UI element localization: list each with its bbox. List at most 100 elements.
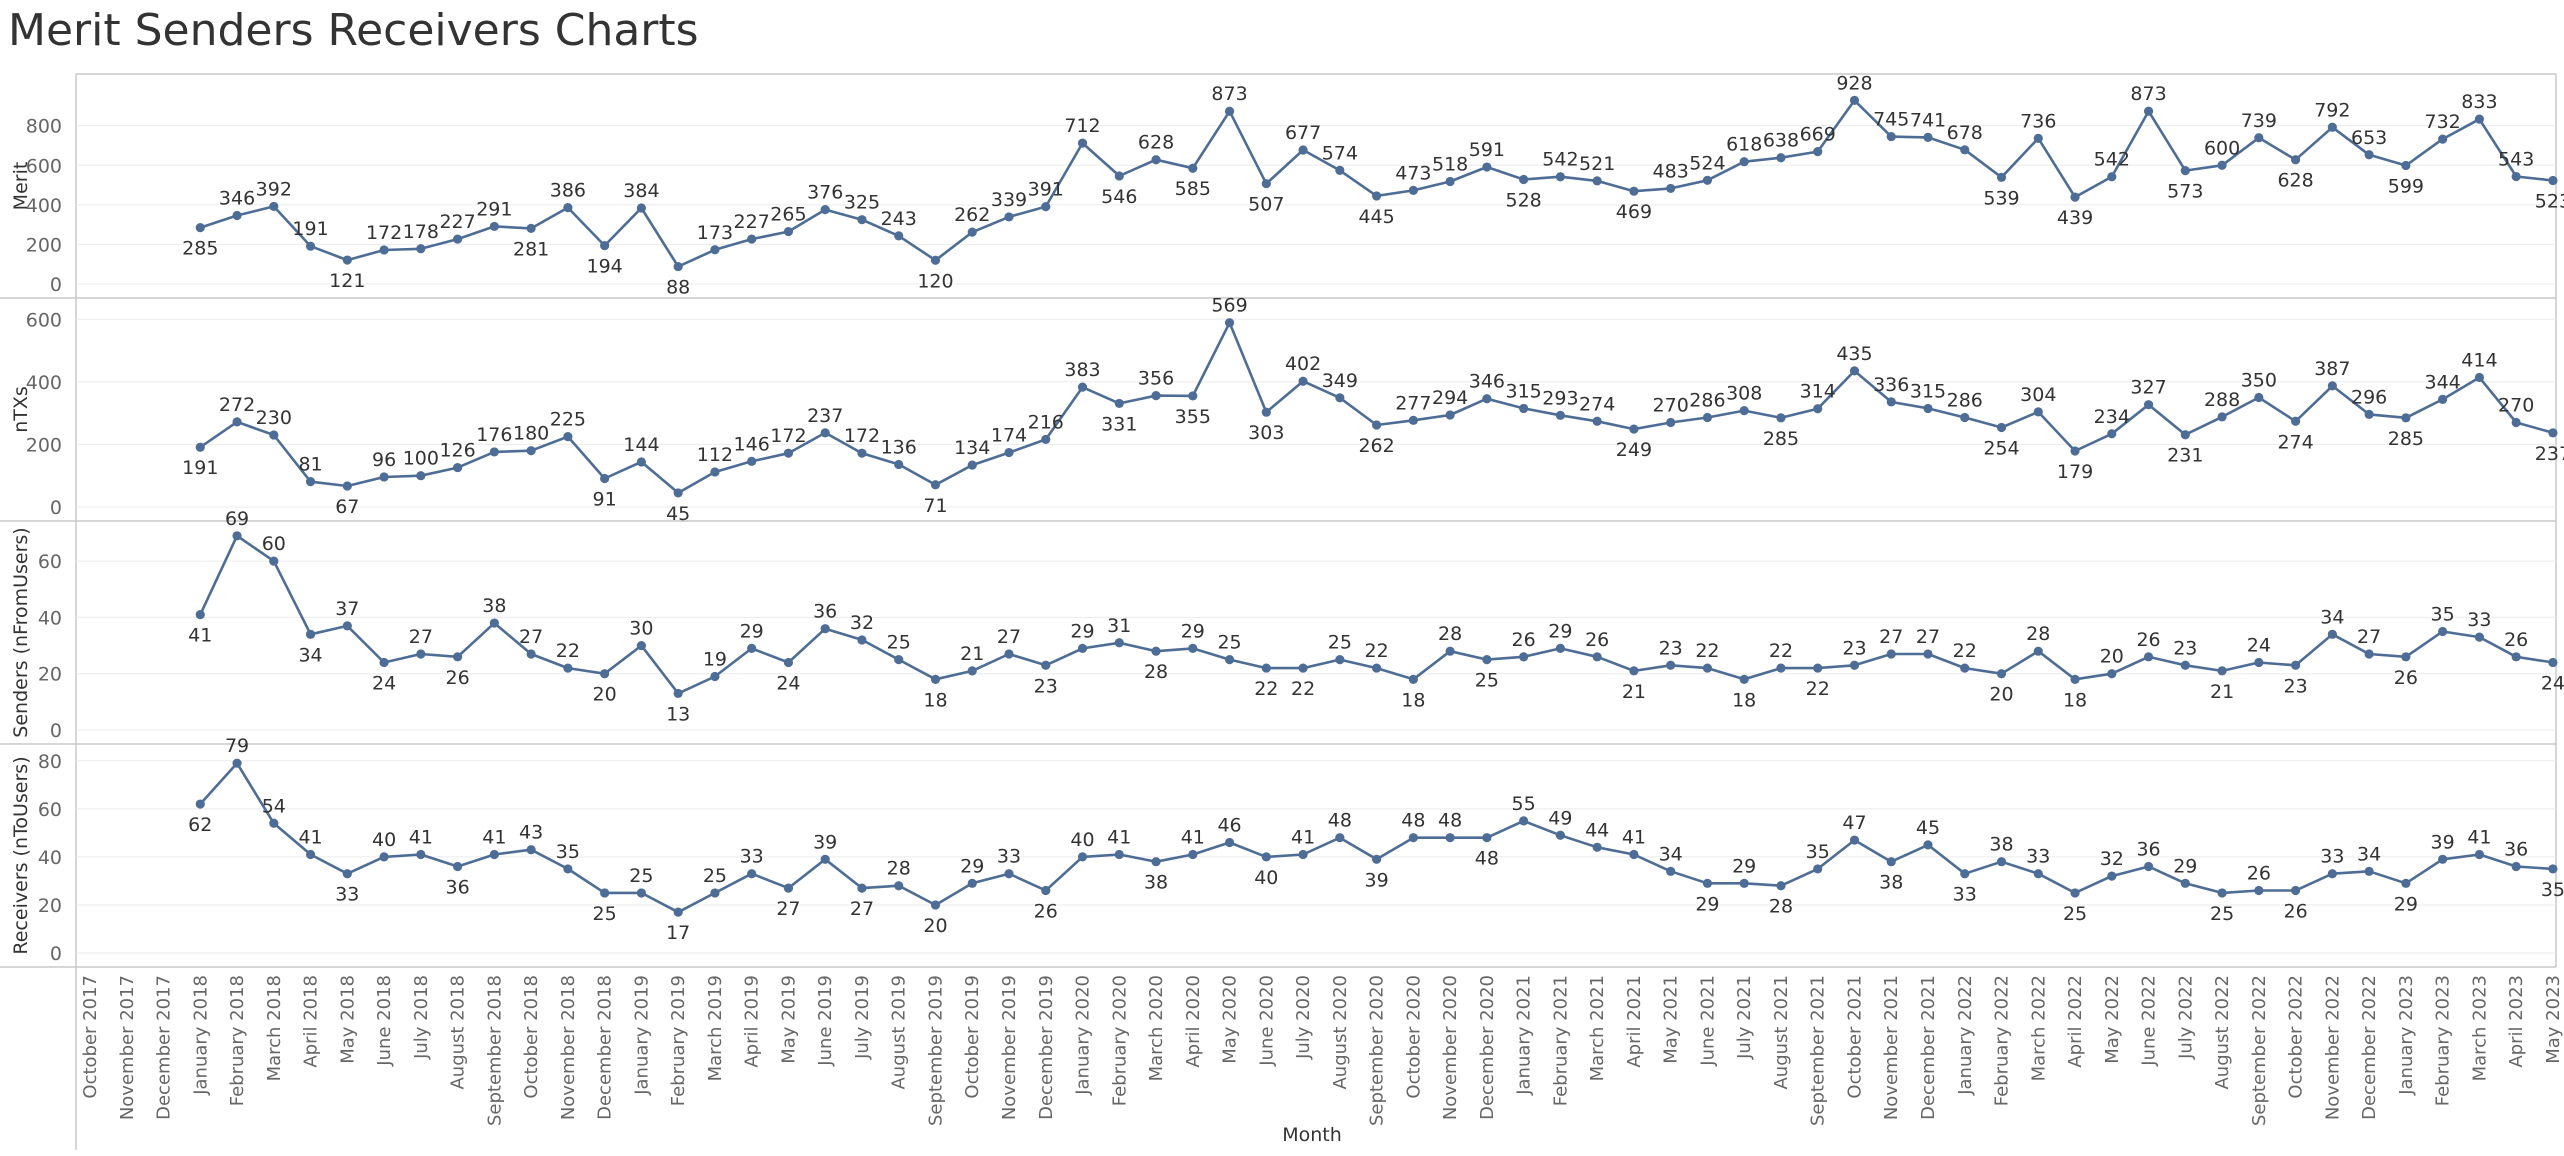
data-point[interactable] — [195, 223, 205, 233]
data-point[interactable] — [2107, 871, 2117, 881]
data-point[interactable] — [1041, 660, 1051, 670]
data-point[interactable] — [305, 241, 316, 251]
data-point[interactable] — [1408, 185, 1418, 195]
data-point[interactable] — [1114, 638, 1124, 648]
data-point[interactable] — [2070, 674, 2080, 684]
data-point[interactable] — [1849, 95, 1860, 105]
data-point[interactable] — [1335, 655, 1345, 665]
data-point[interactable] — [305, 629, 316, 639]
data-point[interactable] — [1482, 394, 1492, 404]
data-point[interactable] — [1776, 663, 1786, 673]
data-point[interactable] — [2217, 160, 2227, 170]
data-point[interactable] — [1261, 663, 1271, 673]
data-point[interactable] — [1923, 403, 1933, 414]
data-point[interactable] — [416, 244, 426, 254]
data-point[interactable] — [526, 845, 536, 855]
data-point[interactable] — [1335, 165, 1345, 176]
data-point[interactable] — [2401, 160, 2411, 171]
data-point[interactable] — [342, 621, 352, 631]
data-point[interactable] — [489, 849, 499, 860]
data-point[interactable] — [636, 888, 647, 898]
data-point[interactable] — [2143, 652, 2154, 662]
data-point[interactable] — [1702, 663, 1713, 673]
data-point[interactable] — [2180, 430, 2190, 440]
data-point[interactable] — [1923, 132, 1933, 142]
data-point[interactable] — [1519, 403, 1529, 414]
data-point[interactable] — [2438, 134, 2448, 144]
data-point[interactable] — [2291, 416, 2301, 426]
data-point[interactable] — [857, 215, 867, 225]
data-point[interactable] — [820, 854, 830, 864]
data-point[interactable] — [1996, 422, 2007, 433]
data-point[interactable] — [2180, 878, 2190, 888]
data-point[interactable] — [1739, 406, 1749, 416]
data-point[interactable] — [1041, 202, 1051, 212]
data-point[interactable] — [1996, 669, 2007, 679]
data-point[interactable] — [342, 255, 352, 265]
data-point[interactable] — [673, 907, 683, 917]
data-point[interactable] — [1114, 171, 1124, 181]
data-point[interactable] — [1886, 649, 1896, 659]
data-point[interactable] — [2254, 392, 2264, 403]
data-point[interactable] — [747, 869, 757, 879]
data-point[interactable] — [2401, 413, 2411, 423]
data-point[interactable] — [1298, 849, 1308, 860]
data-point[interactable] — [967, 460, 977, 470]
data-point[interactable] — [1592, 176, 1602, 186]
data-point[interactable] — [2474, 114, 2484, 124]
data-point[interactable] — [2327, 869, 2337, 879]
data-point[interactable] — [305, 477, 316, 487]
data-point[interactable] — [967, 227, 977, 237]
data-point[interactable] — [1408, 674, 1418, 684]
data-point[interactable] — [1519, 652, 1529, 662]
data-point[interactable] — [2474, 849, 2484, 860]
data-point[interactable] — [1666, 417, 1676, 428]
data-point[interactable] — [930, 480, 941, 490]
data-point[interactable] — [2143, 106, 2154, 116]
data-point[interactable] — [1702, 412, 1713, 423]
data-point[interactable] — [710, 245, 720, 255]
data-point[interactable] — [1077, 643, 1088, 653]
data-point[interactable] — [232, 417, 242, 427]
data-point[interactable] — [747, 234, 757, 244]
data-point[interactable] — [1188, 163, 1198, 173]
data-point[interactable] — [894, 881, 904, 891]
data-point[interactable] — [1077, 852, 1088, 862]
data-point[interactable] — [2511, 417, 2521, 428]
data-point[interactable] — [1372, 854, 1382, 864]
data-point[interactable] — [783, 448, 794, 458]
data-point[interactable] — [1666, 866, 1676, 876]
data-point[interactable] — [1298, 663, 1308, 673]
data-point[interactable] — [2070, 888, 2080, 898]
data-point[interactable] — [1151, 155, 1161, 165]
data-point[interactable] — [416, 649, 426, 659]
data-point[interactable] — [2217, 412, 2227, 422]
data-point[interactable] — [2548, 864, 2558, 874]
data-point[interactable] — [783, 226, 794, 237]
data-point[interactable] — [1261, 852, 1271, 862]
data-point[interactable] — [2438, 626, 2448, 637]
data-point[interactable] — [1372, 420, 1382, 430]
data-point[interactable] — [1372, 191, 1382, 201]
data-point[interactable] — [1445, 833, 1455, 843]
data-point[interactable] — [2254, 885, 2264, 896]
data-point[interactable] — [416, 849, 426, 860]
data-point[interactable] — [1776, 881, 1786, 891]
data-point[interactable] — [1445, 410, 1455, 420]
data-point[interactable] — [1813, 147, 1823, 157]
data-point[interactable] — [1849, 366, 1860, 376]
data-point[interactable] — [1298, 145, 1308, 155]
data-point[interactable] — [1555, 643, 1565, 653]
data-point[interactable] — [489, 221, 499, 232]
data-point[interactable] — [526, 223, 536, 233]
data-point[interactable] — [1629, 424, 1639, 434]
data-point[interactable] — [2180, 660, 2190, 670]
data-point[interactable] — [195, 799, 205, 809]
data-point[interactable] — [1923, 649, 1933, 659]
data-point[interactable] — [2474, 632, 2484, 642]
data-point[interactable] — [857, 635, 867, 645]
data-point[interactable] — [1629, 666, 1639, 676]
data-point[interactable] — [747, 643, 757, 653]
data-point[interactable] — [930, 674, 941, 684]
data-point[interactable] — [2143, 400, 2154, 410]
